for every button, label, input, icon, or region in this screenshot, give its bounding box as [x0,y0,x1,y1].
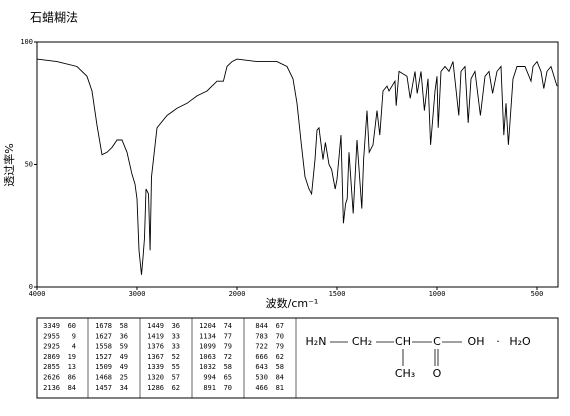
x-axis-label: 波数/cm⁻¹ [266,297,319,310]
x-tick-label: 2000 [229,290,246,298]
peak-transmittance: 84 [68,384,76,392]
structure-oh: OH [468,335,485,348]
peak-transmittance: 70 [224,384,232,392]
y-tick-label: 50 [25,161,33,169]
peak-wavenumber: 1032 [199,363,216,371]
peak-transmittance: 33 [172,332,180,340]
peak-wavenumber: 1286 [147,384,164,392]
peak-transmittance: 81 [276,384,284,392]
peak-wavenumber: 1204 [199,322,216,330]
peak-transmittance: 79 [224,343,232,351]
peak-transmittance: 49 [120,363,128,371]
peak-transmittance: 33 [172,343,180,351]
peak-wavenumber: 891 [203,384,216,392]
peak-wavenumber: 1457 [95,384,112,392]
x-tick-label: 500 [531,290,544,298]
peak-wavenumber: 844 [255,322,268,330]
x-tick-label: 4000 [29,290,46,298]
y-tick-label: 100 [20,38,33,46]
peak-wavenumber: 666 [255,353,268,361]
peak-transmittance: 19 [68,353,76,361]
y-tick-label: 0 [29,283,33,291]
structure-c: C [433,335,441,348]
peak-transmittance: 77 [224,332,232,340]
peak-transmittance: 59 [120,343,128,351]
peak-transmittance: 52 [172,353,180,361]
peak-wavenumber: 722 [255,343,268,351]
peak-wavenumber: 1419 [147,332,164,340]
x-tick-label: 1000 [429,290,446,298]
peak-transmittance: 25 [120,374,128,382]
x-tick-label: 3000 [129,290,146,298]
peak-transmittance: 60 [68,322,76,330]
peak-wavenumber: 2626 [43,374,60,382]
peak-wavenumber: 2925 [43,343,60,351]
peak-transmittance: 4 [72,343,76,351]
peak-wavenumber: 1678 [95,322,112,330]
structure-water: H₂O [509,335,531,348]
table-frame [36,317,559,399]
peak-transmittance: 55 [172,363,180,371]
peak-transmittance: 79 [276,343,284,351]
peak-transmittance: 58 [276,363,284,371]
peak-wavenumber: 2136 [43,384,60,392]
peak-wavenumber: 466 [255,384,268,392]
peak-transmittance: 74 [224,322,232,330]
structure-o: O [433,367,442,380]
peak-transmittance: 72 [224,353,232,361]
structure-h2n: H₂N [306,335,327,348]
peak-wavenumber: 1320 [147,374,164,382]
peak-wavenumber: 1558 [95,343,112,351]
peak-wavenumber: 1468 [95,374,112,382]
peak-wavenumber: 2955 [43,332,60,340]
peak-wavenumber: 783 [255,332,268,340]
peak-wavenumber: 1339 [147,363,164,371]
peak-wavenumber: 3349 [43,322,60,330]
chart-title: 石蜡糊法 [30,10,78,25]
structure-bonds [330,341,462,366]
structure-ch2: CH₂ [352,335,372,348]
peak-transmittance: 57 [172,374,180,382]
peak-transmittance: 36 [172,322,180,330]
peak-transmittance: 58 [224,363,232,371]
peak-wavenumber: 994 [203,374,216,382]
plot-frame [36,41,559,288]
peak-wavenumber: 643 [255,363,268,371]
peak-transmittance: 9 [72,332,76,340]
peak-wavenumber: 1449 [147,322,164,330]
peak-transmittance: 62 [172,384,180,392]
peak-transmittance: 49 [120,353,128,361]
peak-transmittance: 86 [68,374,76,382]
spectrum-line [36,58,558,275]
peak-transmittance: 62 [276,353,284,361]
peak-transmittance: 65 [224,374,232,382]
x-tick-label: 1500 [329,290,346,298]
peak-wavenumber: 1527 [95,353,112,361]
peak-transmittance: 34 [120,384,128,392]
peak-wavenumber: 1367 [147,353,164,361]
y-axis-label: 透过率% [2,143,16,186]
peak-wavenumber: 2869 [43,353,60,361]
peak-wavenumber: 1099 [199,343,216,351]
peak-wavenumber: 1376 [147,343,164,351]
peak-transmittance: 70 [276,332,284,340]
peak-wavenumber: 1627 [95,332,112,340]
peak-wavenumber: 1509 [95,363,112,371]
peak-transmittance: 58 [120,322,128,330]
peak-wavenumber: 1063 [199,353,216,361]
peak-transmittance: 67 [276,322,284,330]
peak-wavenumber: 1134 [199,332,216,340]
peak-transmittance: 13 [68,363,76,371]
peak-wavenumber: 2855 [43,363,60,371]
structure-ch3: CH₃ [395,367,415,380]
structure-dot: · [496,335,500,348]
peak-transmittance: 84 [276,374,284,382]
structure-ch: CH [395,335,411,348]
peak-transmittance: 36 [120,332,128,340]
peak-wavenumber: 530 [255,374,268,382]
